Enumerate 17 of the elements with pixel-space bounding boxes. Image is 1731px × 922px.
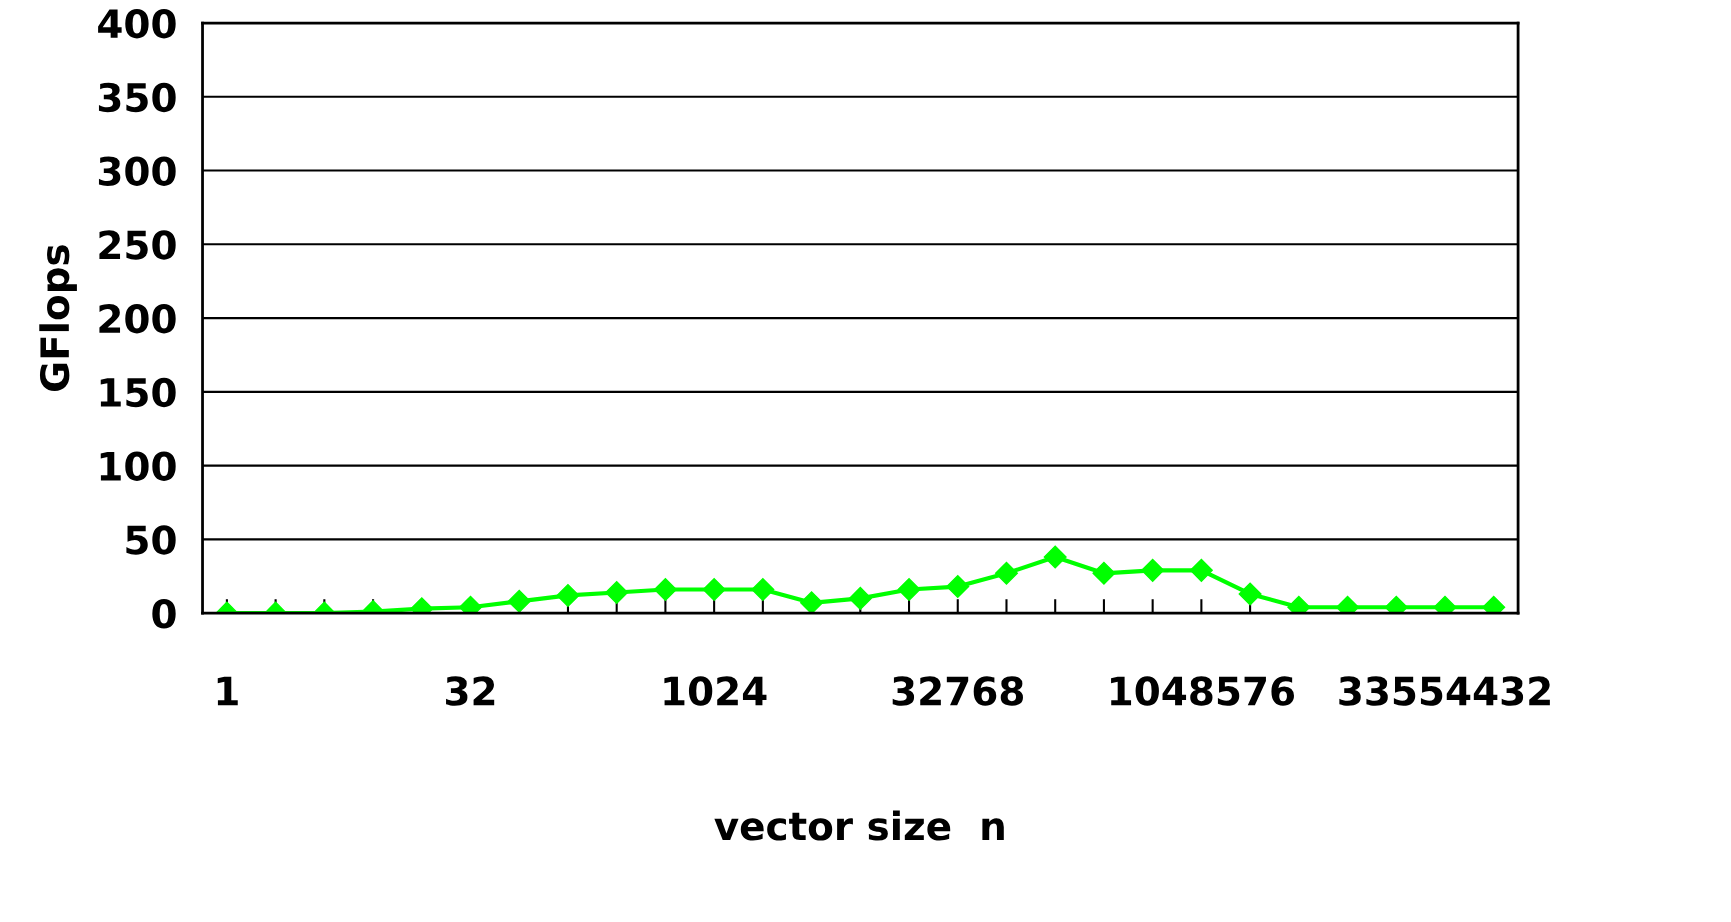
y-axis-title: GFlops (39, 245, 77, 391)
y-tick-label: 100 (100, 451, 176, 481)
x-tick-label: 1048576 (1111, 676, 1294, 706)
y-tick-label: 300 (98, 156, 176, 186)
x-tick-label: 33554432 (1339, 676, 1550, 706)
x-tick-label: 1024 (664, 676, 767, 706)
x-axis-title: vector size n (714, 810, 1004, 841)
x-tick-label: 1 (217, 676, 238, 706)
x-tick-label: 32 (446, 676, 495, 706)
y-tick-label: 200 (99, 304, 176, 334)
x-tick-label: 32768 (892, 676, 1023, 706)
y-tick-label: 150 (100, 377, 176, 408)
y-tick-label: 0 (152, 599, 176, 629)
y-tick-label: 250 (99, 230, 176, 260)
y-tick-label: 400 (98, 8, 176, 39)
y-tick-label: 350 (98, 82, 176, 113)
y-tick-label: 50 (126, 525, 176, 555)
